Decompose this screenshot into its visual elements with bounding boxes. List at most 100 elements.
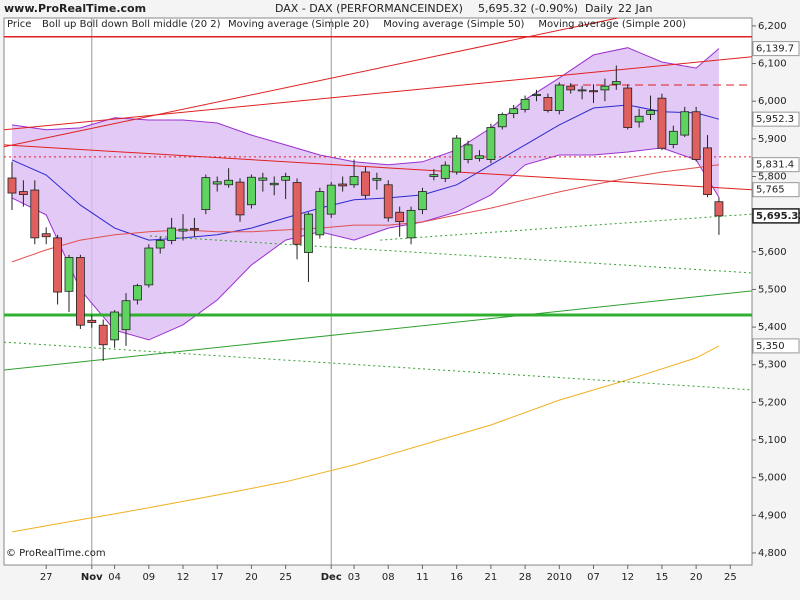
legend-entry: Moving average (Simple 20) bbox=[228, 19, 369, 30]
candle-body bbox=[87, 319, 97, 323]
y-tick-label: 5,100 bbox=[758, 435, 787, 446]
value-label: 5,350 bbox=[756, 341, 785, 352]
candle-body bbox=[509, 108, 519, 115]
candle-body bbox=[668, 130, 678, 145]
candle-body bbox=[452, 137, 462, 173]
legend-entry: Moving average (Simple 200) bbox=[538, 19, 686, 30]
candle-body bbox=[634, 115, 644, 123]
candle-body bbox=[258, 177, 268, 181]
candle-body bbox=[292, 182, 302, 245]
candle-body bbox=[520, 98, 530, 110]
candle-body bbox=[212, 181, 222, 185]
candle-body bbox=[235, 181, 245, 216]
candle-body bbox=[429, 174, 439, 177]
candle-body bbox=[589, 90, 598, 93]
candle-body bbox=[155, 240, 165, 249]
x-tick-label: 20 bbox=[245, 572, 258, 583]
x-tick-label: 12 bbox=[177, 572, 190, 583]
x-tick-label: 12 bbox=[621, 572, 634, 583]
y-tick-label: 5,000 bbox=[758, 473, 787, 484]
candle-body bbox=[133, 285, 142, 301]
date: 22 Jan bbox=[618, 2, 652, 15]
trend-line bbox=[4, 290, 752, 371]
candle-body bbox=[714, 201, 724, 217]
candle-body bbox=[600, 85, 610, 91]
candle-body bbox=[475, 155, 484, 159]
legend-price: Price bbox=[7, 19, 31, 30]
candle-body bbox=[247, 176, 256, 206]
candle-body bbox=[326, 184, 336, 215]
candle-body bbox=[281, 176, 291, 181]
plot bbox=[4, 18, 752, 565]
x-tick-label: Nov bbox=[81, 572, 103, 583]
x-tick-label: 11 bbox=[416, 572, 429, 583]
candle-body bbox=[566, 85, 576, 91]
candle-body bbox=[611, 81, 621, 85]
candle-body bbox=[532, 94, 541, 96]
candle-body bbox=[623, 87, 633, 128]
candle-body bbox=[349, 176, 359, 186]
value-label-box bbox=[752, 111, 800, 127]
candle-body bbox=[577, 89, 587, 92]
candle-body bbox=[383, 184, 393, 219]
candle-body bbox=[30, 189, 40, 239]
y-tick-label: 5,400 bbox=[758, 322, 787, 333]
y-tick-label: 6,200 bbox=[758, 21, 787, 32]
candle-body bbox=[144, 247, 154, 286]
candle-body bbox=[680, 111, 690, 136]
value-label: 5,831.4 bbox=[756, 160, 794, 171]
value-label: 5,765 bbox=[756, 185, 785, 196]
y-tick-label: 5,800 bbox=[758, 171, 787, 182]
legend-bollinger: Boll up Boll down Boll middle (20 2) bbox=[42, 19, 221, 30]
candle-body bbox=[121, 300, 131, 331]
candle-body bbox=[178, 228, 188, 232]
value-label-box bbox=[752, 182, 800, 198]
ma-line bbox=[11, 345, 720, 533]
period: Daily bbox=[585, 2, 613, 15]
x-tick-label: 27 bbox=[40, 572, 53, 583]
x-tick-label: 16 bbox=[450, 572, 463, 583]
candle-body bbox=[703, 147, 712, 195]
value-label: 5,952.3 bbox=[756, 114, 794, 125]
x-tick-label: 28 bbox=[519, 572, 532, 583]
x-tick-label: Dec bbox=[321, 572, 342, 583]
x-tick-label: 09 bbox=[142, 572, 155, 583]
instrument: DAX - DAX (PERFORMANCEINDEX) bbox=[275, 2, 463, 15]
x-tick-label: 07 bbox=[587, 572, 600, 583]
candle-body bbox=[543, 97, 553, 112]
value-label: 6,139.7 bbox=[756, 44, 794, 55]
trend-line bbox=[4, 18, 621, 148]
trend-line bbox=[4, 56, 752, 131]
candle-body bbox=[110, 311, 120, 341]
ma-line bbox=[11, 104, 720, 241]
candle-body bbox=[304, 213, 313, 253]
candle-body bbox=[440, 164, 450, 179]
candle-body bbox=[338, 183, 348, 187]
candle-body bbox=[315, 191, 325, 236]
candle-body bbox=[657, 97, 667, 149]
candle-body bbox=[41, 233, 51, 238]
quote: 5,695.32 (-0.90%) bbox=[478, 2, 578, 15]
value-label-box bbox=[752, 208, 800, 224]
value-label-box bbox=[752, 157, 800, 173]
footer: © ProRealTime.com bbox=[6, 548, 106, 559]
y-tick-label: 5,300 bbox=[758, 360, 787, 371]
trend-line bbox=[4, 144, 752, 191]
y-tick-label: 6,100 bbox=[758, 59, 787, 70]
candle-body bbox=[646, 110, 655, 115]
x-tick-label: 25 bbox=[724, 572, 737, 583]
x-tick-label: 15 bbox=[656, 572, 669, 583]
x-tick-label: 25 bbox=[279, 572, 292, 583]
candle-body bbox=[7, 177, 17, 194]
trend-line bbox=[380, 213, 752, 241]
y-tick-label: 4,900 bbox=[758, 510, 787, 521]
candle-body bbox=[53, 237, 62, 293]
candle-body bbox=[167, 227, 177, 241]
site: www.ProRealTime.com bbox=[4, 2, 146, 15]
x-tick-label: 2010 bbox=[547, 572, 572, 583]
y-tick-label: 5,500 bbox=[758, 284, 787, 295]
candle-body bbox=[224, 179, 234, 186]
candle-body bbox=[395, 211, 405, 223]
band-lower bbox=[11, 147, 720, 341]
